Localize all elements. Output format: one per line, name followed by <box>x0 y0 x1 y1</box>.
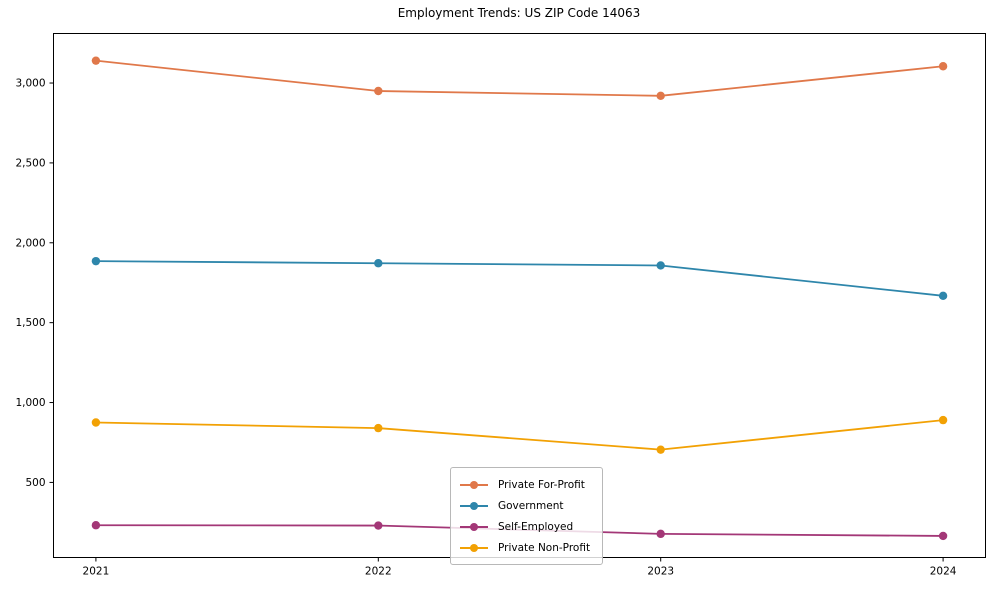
data-point-self-employed-2022 <box>374 521 383 530</box>
legend-marker-icon <box>460 480 488 490</box>
data-point-private-for-profit-2021 <box>91 56 101 65</box>
legend-item-label: Self-Employed <box>498 520 574 533</box>
x-tick-label: 2022 <box>365 566 392 578</box>
legend-marker-icon <box>460 543 488 553</box>
legend-item-government: Government <box>460 495 590 516</box>
series-line-government <box>95 260 944 297</box>
series-line-private-non-profit <box>95 419 944 451</box>
data-point-private-for-profit-2024 <box>938 62 948 71</box>
data-point-private-non-profit-2024 <box>938 415 948 425</box>
data-point-private-for-profit-2023 <box>656 91 665 101</box>
chart-title: Employment Trends: US ZIP Code 14063 <box>397 6 641 20</box>
series-line-private-for-profit <box>95 59 944 97</box>
x-tick-label: 2021 <box>83 566 110 578</box>
y-tick-label: 500 <box>25 477 45 489</box>
y-tick-label: 3,000 <box>15 78 45 90</box>
data-point-government-2024 <box>938 291 948 301</box>
legend-item-label: Private For-Profit <box>498 478 585 491</box>
legend-item-label: Government <box>498 499 564 512</box>
legend-item-private-for-profit: Private For-Profit <box>460 474 590 495</box>
data-point-private-non-profit-2023 <box>656 445 665 454</box>
legend-marker-icon <box>460 501 488 511</box>
y-tick-label: 2,000 <box>15 237 45 249</box>
data-point-self-employed-2021 <box>91 521 101 530</box>
data-point-private-for-profit-2022 <box>374 86 383 96</box>
legend-marker-icon <box>460 522 488 532</box>
legend-item-label: Private Non-Profit <box>498 541 591 554</box>
data-point-government-2023 <box>656 261 665 270</box>
y-tick-label: 2,500 <box>15 157 45 169</box>
legend-item-private-non-profit: Private Non-Profit <box>460 537 590 558</box>
data-point-private-non-profit-2022 <box>374 423 383 433</box>
data-point-government-2021 <box>91 256 101 266</box>
legend-item-self-employed: Self-Employed <box>460 516 590 537</box>
data-point-self-employed-2023 <box>656 529 665 539</box>
y-tick-label: 1,000 <box>15 397 45 409</box>
y-tick-label: 1,500 <box>15 317 45 329</box>
data-point-private-non-profit-2021 <box>91 418 101 427</box>
data-point-self-employed-2024 <box>938 531 948 541</box>
data-point-government-2022 <box>374 259 383 268</box>
legend: Private For-Profit Government Self-Employe… <box>450 467 604 565</box>
x-tick-label: 2023 <box>647 566 674 578</box>
x-tick-label: 2024 <box>930 566 957 578</box>
